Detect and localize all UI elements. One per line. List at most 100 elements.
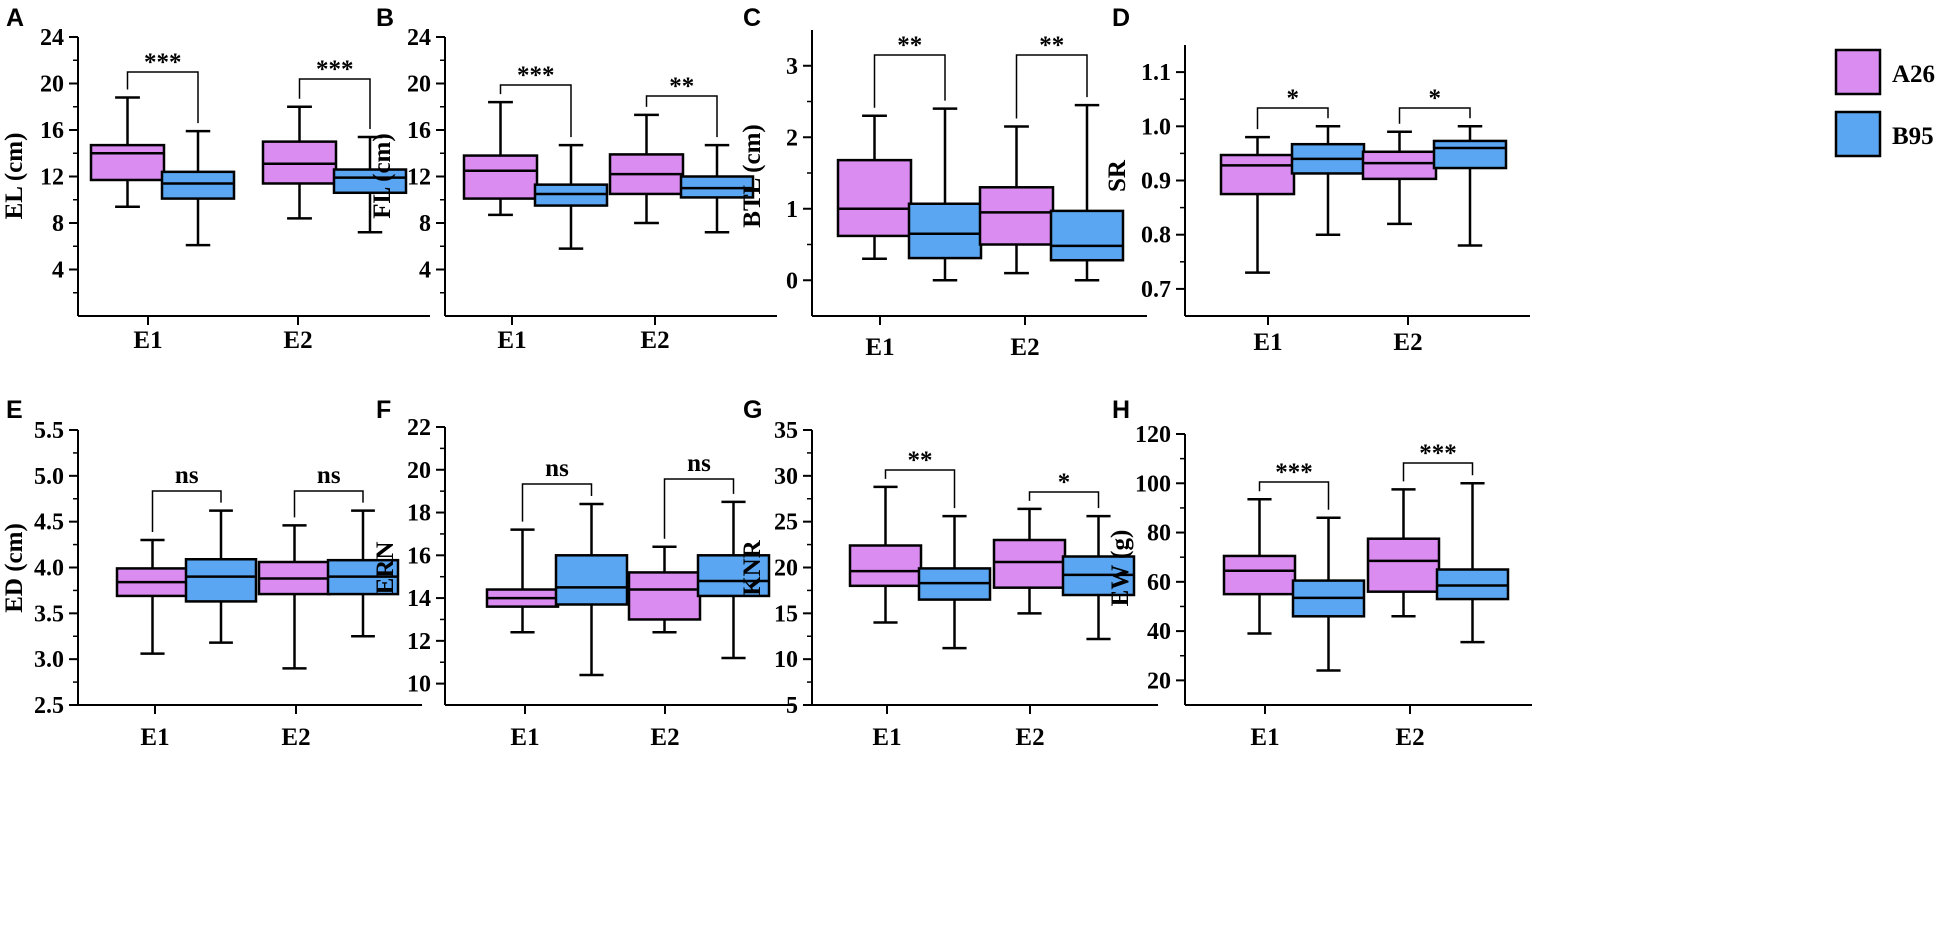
x-category-label: E1 <box>1253 329 1282 356</box>
panel-E: E 2.5 3.0 3.5 4.0 4.5 5.0 5.5 ED (cm) E1 E2 ns ns <box>1 396 422 751</box>
y-axis-title: EL (cm) <box>1 133 28 220</box>
panel-C: C 0 1 2 3 BTL (cm) E1 E2 ** ** <box>739 4 1147 361</box>
significance-label: *** <box>316 56 354 83</box>
significance-bracket <box>499 84 572 138</box>
y-tick-label: 5.0 <box>34 464 64 490</box>
significance-bracket <box>126 71 199 124</box>
box-A26 <box>462 154 539 200</box>
y-tick-label: 3.0 <box>34 647 64 673</box>
y-tick-label: 15 <box>774 601 798 627</box>
x-category-label: E2 <box>640 327 669 354</box>
y-tick-label: 18 <box>407 501 431 527</box>
x-category-label: E1 <box>497 327 526 354</box>
panel-D: D 0.7 0.8 0.9 1.0 1.1 SR E1 E2 * * <box>1104 4 1530 356</box>
x-category-label: E1 <box>510 724 539 751</box>
y-tick-label: 0.7 <box>1141 277 1171 303</box>
y-tick-label: 8 <box>52 211 64 237</box>
significance-bracket <box>293 490 364 518</box>
panel-letter-G: G <box>743 396 762 424</box>
y-tick-label: 25 <box>774 510 798 536</box>
significance-label: ** <box>1039 32 1064 59</box>
significance-label: ** <box>908 447 933 474</box>
box-A26 <box>1361 150 1438 181</box>
x-category-label: E2 <box>1015 724 1044 751</box>
y-tick-label: 1.1 <box>1141 60 1171 86</box>
box-A26 <box>1222 554 1297 596</box>
significance-bracket <box>663 478 735 539</box>
significance-bracket <box>1402 462 1474 482</box>
box-A26 <box>627 571 702 621</box>
y-tick-label: 10 <box>774 647 798 673</box>
y-tick-label: 24 <box>40 25 64 51</box>
y-tick-label: 12 <box>407 165 431 191</box>
panel-H: H 20 40 60 80 100 120 EW (g) E1 E2 *** *** <box>1107 396 1532 751</box>
significance-label: * <box>1287 85 1300 112</box>
x-category-label: E2 <box>281 724 310 751</box>
significance-label: * <box>1058 469 1071 496</box>
y-tick-label: 16 <box>407 118 431 144</box>
significance-label: *** <box>144 49 182 76</box>
y-tick-label: 20 <box>407 458 431 484</box>
significance-bracket <box>873 54 946 108</box>
significance-label: ** <box>897 32 922 59</box>
significance-bracket <box>1258 481 1330 510</box>
panel-letter-A: A <box>6 4 24 32</box>
y-tick-label: 20 <box>774 556 798 582</box>
significance-label: *** <box>1275 459 1313 486</box>
y-tick-label: 0 <box>786 268 798 294</box>
x-category-label: E2 <box>1393 329 1422 356</box>
panel-letter-F: F <box>376 396 391 424</box>
y-tick-label: 20 <box>1147 668 1171 694</box>
y-tick-label: 4 <box>52 258 64 284</box>
y-tick-label: 22 <box>407 415 431 441</box>
box-A26 <box>848 544 923 588</box>
y-tick-label: 20 <box>40 72 64 98</box>
y-axis-title: FL (cm) <box>369 133 396 218</box>
y-axis-title: BTL (cm) <box>739 124 766 227</box>
panel-letter-B: B <box>376 4 394 32</box>
significance-bracket <box>1028 491 1100 509</box>
y-tick-label: 4.5 <box>34 510 64 536</box>
box-A26 <box>89 143 166 182</box>
box-B95 <box>554 554 629 606</box>
y-tick-label: 24 <box>407 25 431 51</box>
box-A26 <box>978 186 1055 246</box>
x-category-label: E1 <box>140 724 169 751</box>
x-category-label: E1 <box>872 724 901 751</box>
box-B95 <box>184 558 258 603</box>
y-tick-label: 4.0 <box>34 556 64 582</box>
y-tick-label: 2.5 <box>34 693 64 719</box>
y-axis-title: KNR <box>739 539 766 596</box>
y-tick-label: 20 <box>407 72 431 98</box>
box-A26 <box>836 158 913 238</box>
significance-label: ** <box>669 73 694 100</box>
significance-label: ns <box>545 455 569 482</box>
significance-label: ns <box>687 450 711 477</box>
y-tick-label: 80 <box>1147 521 1171 547</box>
box-B95 <box>1432 139 1508 170</box>
significance-bracket <box>1398 107 1471 124</box>
box-A26 <box>1366 537 1441 593</box>
panel-letter-D: D <box>1112 4 1130 32</box>
y-tick-label: 1 <box>786 197 798 223</box>
significance-bracket <box>1256 107 1329 130</box>
significance-bracket <box>521 483 593 522</box>
box-B95 <box>332 168 408 195</box>
box-A26 <box>1219 153 1296 196</box>
box-B95 <box>696 554 771 598</box>
significance-label: ns <box>317 462 341 489</box>
x-category-label: E1 <box>133 327 162 354</box>
panel-letter-C: C <box>743 4 761 32</box>
y-tick-label: 0.9 <box>1141 169 1171 195</box>
x-category-label: E1 <box>865 334 894 361</box>
panel-F: F 10 12 14 16 18 20 22 ERN E1 E2 ns ns <box>372 396 793 751</box>
y-tick-label: 4 <box>419 258 431 284</box>
y-axis-title: ERN <box>372 542 399 595</box>
y-tick-label: 12 <box>407 629 431 655</box>
box-B95 <box>160 170 236 200</box>
legend-swatch-A26 <box>1834 48 1882 96</box>
y-tick-label: 16 <box>40 118 64 144</box>
